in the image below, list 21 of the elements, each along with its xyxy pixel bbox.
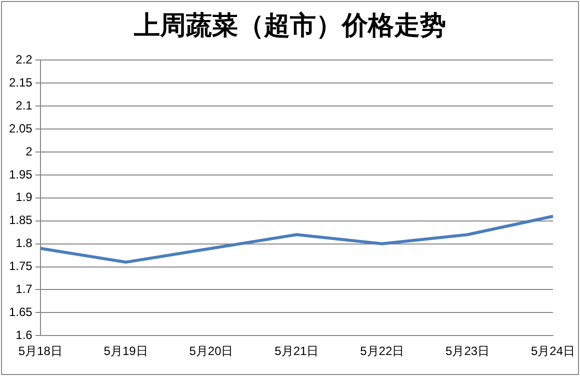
y-tick-label: 1.85 [8, 213, 33, 228]
y-tick-label: 2.2 [16, 52, 33, 67]
x-tick-label: 5月24日 [530, 344, 576, 358]
x-tick-label: 5月19日 [104, 344, 148, 358]
y-tick-label: 1.75 [8, 259, 33, 274]
x-tick-label: 5月20日 [189, 344, 234, 358]
y-tick-label: 1.8 [16, 236, 33, 250]
y-tick-label: 2.15 [8, 75, 33, 90]
y-tick-label: 1.9 [16, 190, 33, 204]
y-tick-label: 2.1 [16, 98, 33, 112]
y-tick-label: 1.6 [16, 328, 33, 342]
x-tick-label: 5月18日 [18, 344, 62, 358]
x-tick-label: 5月21日 [274, 344, 319, 358]
y-tick-label: 1.65 [8, 304, 33, 319]
y-tick-label: 1.95 [8, 167, 33, 182]
y-tick-label: 1.7 [16, 282, 33, 296]
x-tick-label: 5月22日 [360, 344, 404, 358]
x-tick-label: 5月23日 [446, 344, 490, 358]
y-tick-label: 2.05 [8, 121, 33, 136]
y-tick-label: 2 [26, 144, 33, 158]
chart-title: 上周蔬菜（超市）价格走势 [133, 10, 447, 42]
